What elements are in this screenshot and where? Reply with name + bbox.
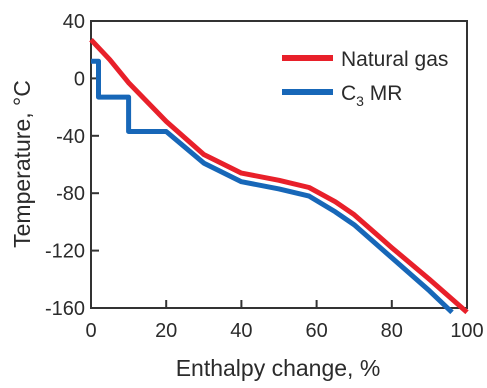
legend-label-c3-rest: MR	[364, 82, 403, 105]
series-line-c3-mr	[91, 58, 454, 315]
legend-label-c3-mr: C3 MR	[341, 82, 402, 109]
y-tick-label--40: -40	[56, 126, 85, 148]
y-axis-title: Temperature, °C	[9, 80, 35, 248]
x-axis-title: Enthalpy change, %	[176, 355, 381, 381]
y-tick-label--80: -80	[56, 183, 85, 205]
legend: Natural gas C3 MR	[282, 48, 448, 109]
series-lines	[89, 37, 469, 315]
x-tick-label-0: 0	[85, 320, 96, 342]
legend-label-c3-main: C	[341, 82, 356, 105]
x-tick-label-80: 80	[381, 320, 403, 342]
y-tick-label--160: -160	[45, 298, 85, 320]
x-tick-label-100: 100	[450, 320, 483, 342]
legend-label-c3-subscript: 3	[356, 93, 364, 109]
x-tick-label-60: 60	[305, 320, 327, 342]
y-tick-label--120: -120	[45, 241, 85, 263]
plot-frame	[90, 20, 468, 309]
axes: 0 20 40 60 80 100 40 0 -40 -80 -120 -160	[45, 11, 484, 342]
series-line-natural-gas	[89, 37, 469, 315]
y-tick-label-40: 40	[63, 11, 85, 33]
x-tick-label-40: 40	[230, 320, 252, 342]
x-tick-label-20: 20	[155, 320, 177, 342]
legend-label-natural-gas: Natural gas	[341, 48, 448, 71]
y-tick-label-0: 0	[74, 68, 85, 90]
